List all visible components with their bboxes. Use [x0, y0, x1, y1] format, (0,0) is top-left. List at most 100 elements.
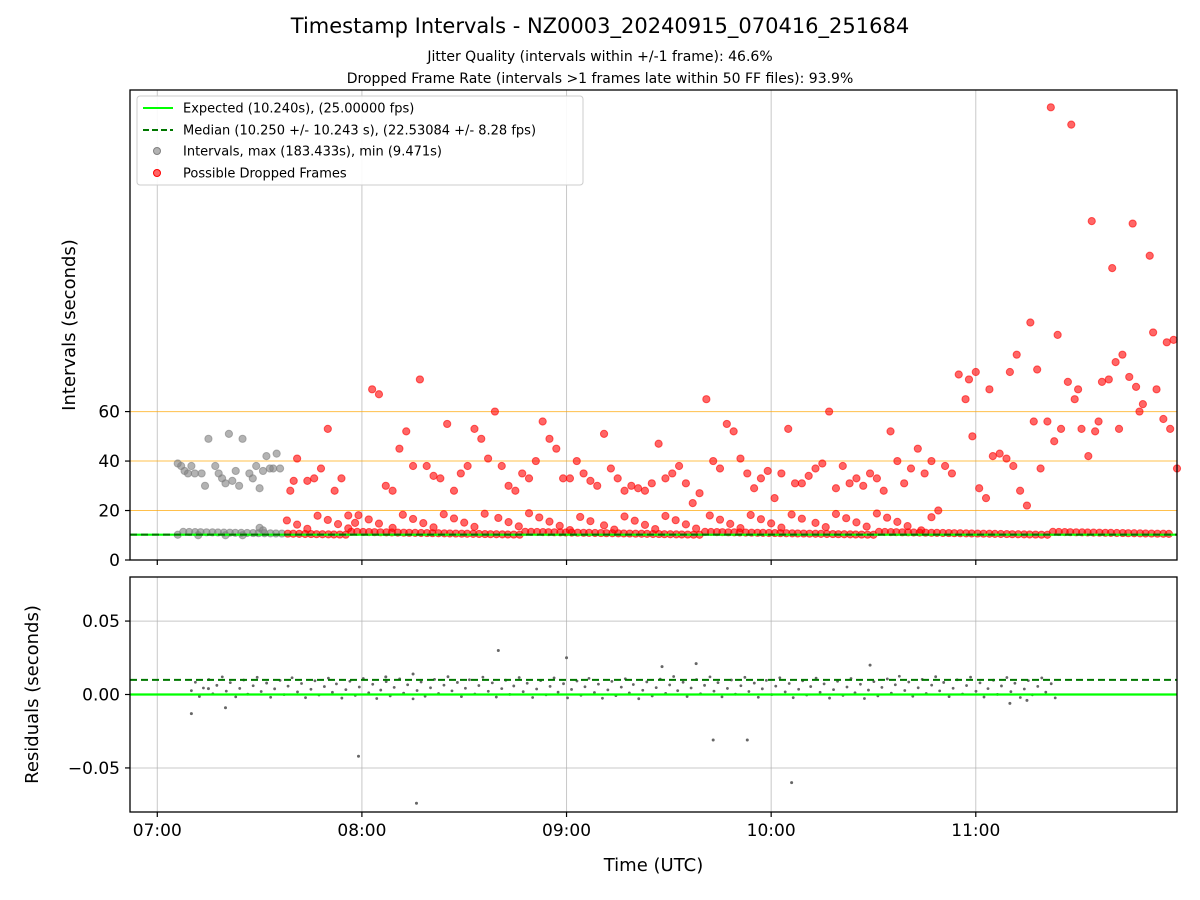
dropped-frame-point [1087, 217, 1096, 226]
dropped-frame-point [842, 514, 851, 523]
residual-point [309, 687, 313, 691]
dropped-frame-point [964, 375, 974, 384]
residual-outlier-point [1008, 701, 1012, 705]
residual-point [845, 685, 849, 689]
dropped-frame-point [518, 469, 527, 478]
x-tick-label: 07:00 [133, 821, 182, 841]
residual-point [593, 691, 596, 694]
residual-point [606, 688, 610, 692]
interval-point [224, 429, 234, 438]
interval-point [197, 469, 206, 478]
dropped-frame-point [985, 385, 994, 394]
residual-point [548, 684, 552, 688]
residual-point [313, 679, 317, 683]
residual-outlier-point [411, 672, 415, 676]
dropped-frame-point [1063, 377, 1072, 386]
dropped-frame-point [463, 461, 472, 471]
top-y-axis-label: Intervals (seconds) [59, 239, 80, 411]
residual-point [189, 689, 193, 693]
residual-point [809, 685, 813, 688]
x-tick-label: 10:00 [747, 821, 796, 841]
residual-point [668, 683, 672, 687]
residual-point [477, 684, 481, 687]
dropped-frame-point [627, 481, 636, 490]
dropped-frame-point [565, 474, 575, 483]
dropped-frame-point [831, 484, 841, 493]
residual-point [774, 684, 778, 688]
dropped-frame-point [1125, 372, 1134, 382]
residual-point [832, 688, 835, 692]
dropped-frame-point [961, 395, 970, 404]
dropped-frame-point [344, 524, 353, 533]
dropped-frame-point [531, 456, 540, 466]
residual-point [872, 680, 876, 684]
dropped-frame-point [988, 452, 997, 461]
residual-point [726, 687, 729, 690]
dropped-frame-point [494, 513, 503, 523]
dropped-frame-point [634, 484, 643, 493]
interval-point [255, 484, 264, 493]
residual-point [986, 687, 990, 691]
dropped-frame-point [729, 427, 738, 436]
dropped-frame-point [1056, 424, 1066, 433]
dropped-frame-point [831, 509, 841, 519]
interval-point [187, 461, 196, 471]
dropped-frame-point [552, 444, 561, 453]
dropped-frame-point [1118, 350, 1127, 359]
dropped-frame-point [333, 520, 343, 529]
dropped-frame-point [862, 522, 871, 531]
dropped-frame-point [388, 486, 397, 495]
dropped-frame-point [906, 464, 916, 473]
dropped-frame-point [804, 471, 813, 480]
bottom-plot-points [189, 648, 1057, 805]
dropped-frame-point [777, 469, 786, 478]
dropped-frame-point [1094, 417, 1103, 426]
residual-point [610, 680, 614, 683]
dropped-frame-point [586, 517, 595, 526]
dropped-frame-point [374, 519, 384, 528]
residual-point [1013, 681, 1017, 685]
residual-point [198, 695, 201, 698]
residual-point [791, 696, 795, 700]
residual-point [193, 680, 197, 684]
dropped-frame-point [726, 519, 735, 528]
interval-point [204, 434, 213, 443]
dropped-frame-point [415, 375, 424, 384]
residual-point [747, 690, 751, 693]
residual-point [521, 690, 525, 694]
residual-point [818, 690, 822, 694]
residual-point [331, 690, 334, 694]
residual-point [357, 685, 361, 689]
dropped-frame-point [893, 456, 902, 466]
residual-point [1022, 687, 1026, 691]
residual-outlier-point [206, 687, 210, 691]
residual-point [300, 682, 303, 685]
residual-point [867, 688, 870, 692]
residual-point [552, 676, 556, 680]
residual-point [562, 682, 565, 686]
dropped-frame-point [981, 494, 991, 503]
residual-point [411, 697, 415, 701]
residual-point [645, 680, 649, 684]
dropped-frame-point [620, 512, 629, 521]
dropped-frame-point [715, 464, 725, 473]
top-y-tick-label: 0 [109, 551, 120, 571]
dropped-frame-point [1128, 219, 1137, 228]
residual-outlier-point [223, 706, 227, 710]
dropped-frame-point [705, 511, 714, 520]
dropped-frame-point [483, 454, 493, 463]
top-y-tick-label: 40 [98, 452, 120, 472]
dropped-frame-point [971, 367, 980, 377]
residual-point [1018, 696, 1022, 699]
residual-point [822, 682, 826, 686]
legend-median-label: Median (10.250 +/- 10.243 s), (22.53084 … [183, 124, 536, 139]
dropped-frame-point [460, 518, 469, 527]
residual-point [234, 695, 238, 699]
dropped-frame-point [443, 419, 452, 429]
residual-point [783, 690, 787, 694]
dropped-frame-point [490, 407, 500, 416]
dropped-frame-point [398, 510, 407, 519]
legend-intervals-label: Intervals, max (183.433s), min (9.471s) [183, 145, 442, 160]
dropped-frame-point [784, 424, 793, 433]
dropped-frame-point [286, 486, 295, 495]
